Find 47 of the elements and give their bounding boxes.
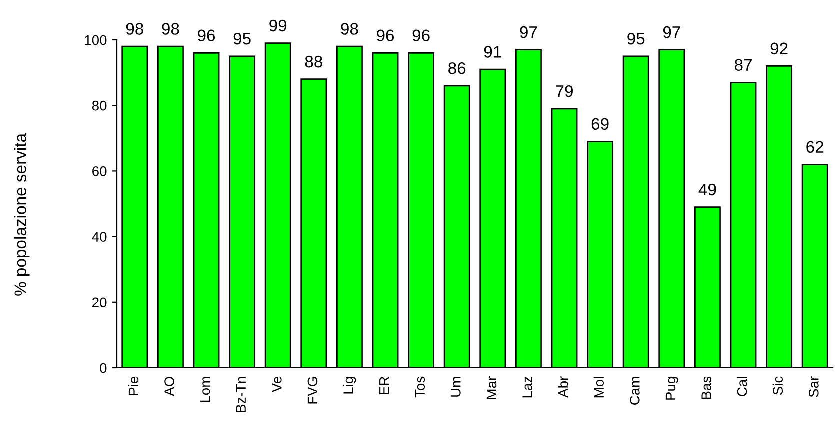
x-tick-label: Um bbox=[451, 377, 461, 397]
x-tick-label: AO bbox=[164, 377, 174, 396]
y-tick-label: 0 bbox=[100, 363, 107, 374]
x-tick-label: Cal bbox=[737, 377, 748, 396]
y-tick-label: 20 bbox=[92, 298, 107, 308]
data-label: 95 bbox=[628, 32, 645, 45]
x-tick-label: Bz-Tn bbox=[236, 377, 246, 412]
x-tick-label: Tos bbox=[415, 376, 426, 398]
x-tick-label: Pug bbox=[666, 377, 678, 400]
x-tick-label: Laz bbox=[522, 377, 532, 398]
data-label: 86 bbox=[448, 62, 466, 74]
x-tick-label: ER bbox=[380, 376, 390, 394]
x-tick-label: Pie bbox=[128, 376, 139, 396]
data-label: 98 bbox=[341, 23, 358, 35]
data-label: 92 bbox=[770, 42, 788, 55]
data-label: 96 bbox=[377, 30, 394, 42]
data-label: 96 bbox=[198, 30, 216, 42]
data-label: 62 bbox=[806, 141, 824, 154]
x-tick-label: Lom bbox=[200, 377, 210, 402]
x-tick-label: FVG bbox=[308, 377, 318, 404]
x-tick-label: Bas bbox=[702, 376, 712, 400]
data-label: 69 bbox=[592, 118, 609, 130]
y-tick-label: 100 bbox=[85, 35, 107, 46]
data-label: 99 bbox=[270, 20, 287, 32]
data-label: 97 bbox=[663, 26, 680, 38]
data-label: 95 bbox=[234, 32, 251, 45]
x-tick-label: Mol bbox=[594, 377, 604, 398]
y-tick-label: 60 bbox=[92, 166, 107, 176]
x-tick-label: Ve bbox=[272, 376, 282, 392]
data-label: 98 bbox=[126, 23, 144, 35]
y-tick-label: 80 bbox=[92, 100, 107, 111]
data-label: 96 bbox=[412, 30, 430, 42]
data-label: 88 bbox=[305, 56, 322, 68]
data-label: 97 bbox=[520, 26, 538, 38]
x-tick-label: Sic bbox=[772, 376, 784, 395]
data-label: 79 bbox=[556, 85, 573, 98]
y-axis-title: % popolazione servita bbox=[14, 133, 30, 296]
x-tick-label: Mar bbox=[486, 376, 497, 400]
x-tick-label: Abr bbox=[558, 376, 568, 398]
data-label: 49 bbox=[698, 184, 716, 196]
y-tick-label: 40 bbox=[92, 232, 107, 242]
data-label: 91 bbox=[484, 46, 502, 58]
x-tick-label: Lig bbox=[343, 377, 356, 394]
data-label: 87 bbox=[734, 59, 752, 72]
data-label: 98 bbox=[162, 23, 180, 35]
x-tick-label: Cam bbox=[630, 377, 640, 405]
x-tick-label: Sar bbox=[808, 376, 819, 398]
